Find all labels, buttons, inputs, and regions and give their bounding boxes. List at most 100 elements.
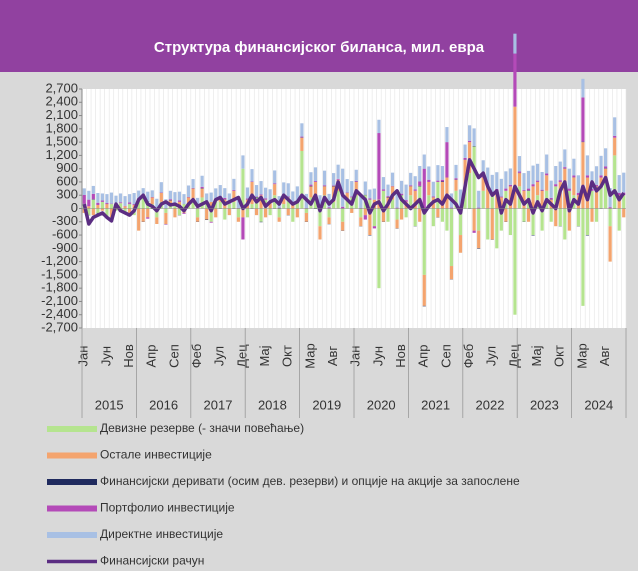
bar	[513, 53, 517, 107]
bar	[109, 204, 114, 209]
y-tick-label: -1,500	[41, 266, 78, 281]
bar	[209, 192, 213, 202]
bar	[155, 208, 159, 218]
bar	[622, 208, 626, 218]
bar	[427, 181, 431, 196]
bar	[168, 204, 172, 209]
bar	[245, 208, 250, 218]
bar	[282, 204, 286, 209]
bar	[322, 170, 327, 186]
bar	[613, 137, 617, 156]
bar	[109, 208, 114, 218]
bar	[594, 184, 599, 187]
bar	[409, 195, 413, 209]
legend-swatch	[47, 452, 97, 459]
bar	[413, 189, 417, 191]
bar	[563, 167, 567, 169]
bar	[604, 166, 608, 169]
bar	[336, 178, 340, 180]
bar	[359, 208, 363, 218]
bar	[418, 181, 422, 186]
bar	[617, 208, 621, 231]
bar	[513, 106, 517, 209]
bar	[146, 191, 150, 202]
bar	[536, 180, 540, 182]
bar	[613, 155, 617, 209]
bar	[540, 190, 544, 209]
bar	[100, 200, 104, 202]
year-label: 2019	[312, 397, 341, 412]
bar	[236, 197, 240, 208]
x-tick-label: Јун	[98, 346, 113, 366]
bar	[205, 208, 209, 220]
bar	[109, 192, 114, 204]
bar	[599, 155, 603, 176]
bar	[205, 193, 209, 204]
bar	[150, 197, 154, 205]
bar	[218, 185, 222, 197]
bar	[368, 198, 372, 200]
legend-label: Директне инвестиције	[100, 527, 223, 541]
bar	[468, 142, 472, 174]
x-tick-label: Мај	[529, 345, 544, 366]
bar	[449, 208, 454, 267]
bar	[427, 179, 431, 182]
bar	[250, 181, 254, 205]
bar	[581, 208, 585, 306]
bar	[381, 177, 386, 190]
bar	[481, 177, 485, 191]
bar	[200, 188, 204, 198]
legend-swatch	[47, 426, 97, 432]
bar	[200, 175, 204, 187]
bar	[540, 208, 544, 231]
bar	[159, 193, 163, 202]
bar	[522, 208, 526, 222]
bar	[350, 181, 354, 197]
bar	[223, 188, 227, 198]
bar	[137, 208, 141, 231]
bar	[146, 217, 150, 219]
bar	[427, 166, 431, 180]
bar	[468, 173, 472, 209]
header	[0, 0, 638, 72]
bar	[227, 193, 231, 204]
bar	[91, 199, 95, 209]
bar	[191, 201, 195, 209]
bar	[259, 181, 263, 195]
bar	[613, 117, 617, 136]
bar	[132, 193, 136, 205]
bar	[536, 181, 540, 196]
bar	[345, 199, 349, 209]
bar	[372, 208, 376, 227]
year-label: 2024	[584, 397, 613, 412]
bar	[286, 197, 290, 209]
x-tick-label: Јул	[484, 346, 499, 366]
bar	[341, 221, 345, 231]
bar	[82, 188, 86, 196]
bar	[250, 169, 254, 182]
bar	[368, 189, 372, 199]
bar	[313, 181, 318, 182]
bar	[554, 208, 558, 227]
bar	[245, 187, 250, 199]
bar	[105, 208, 109, 218]
bar	[268, 201, 272, 209]
bar	[354, 180, 358, 182]
bar	[268, 189, 272, 202]
bar	[368, 199, 372, 209]
bar	[418, 208, 422, 222]
bar	[168, 199, 172, 201]
bar	[576, 208, 580, 227]
bar	[481, 160, 485, 177]
bar	[273, 170, 277, 184]
bar	[449, 266, 454, 280]
y-tick-label: 0	[71, 200, 78, 215]
y-tick-label: -600	[52, 226, 78, 241]
bar	[576, 175, 580, 194]
bar	[604, 148, 608, 167]
bar	[409, 185, 413, 187]
bar	[526, 170, 531, 189]
bar	[282, 182, 286, 195]
bar	[232, 201, 236, 209]
bar	[440, 166, 444, 180]
